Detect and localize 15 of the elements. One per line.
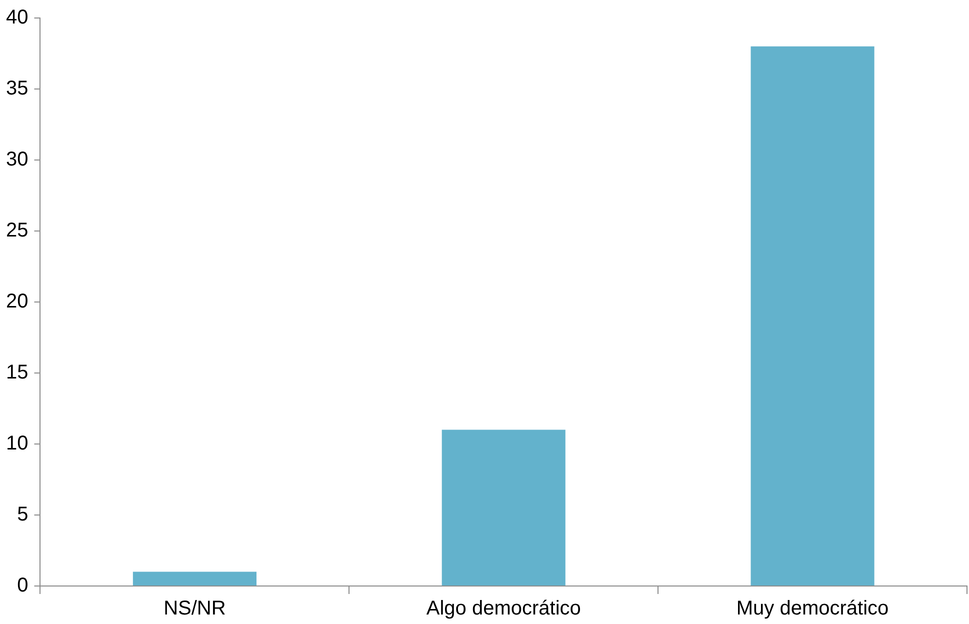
x-tick-label: Muy democrático [736, 598, 889, 620]
bar [750, 46, 874, 586]
y-tick-label: 10 [6, 432, 28, 455]
x-tick-label: Algo democrático [426, 598, 581, 620]
y-tick-label: 20 [6, 290, 28, 313]
bar [132, 572, 256, 586]
y-tick-label: 0 [17, 574, 28, 597]
y-tick-label: 30 [6, 148, 28, 171]
y-tick-label: 15 [6, 362, 28, 384]
y-tick-label: 25 [6, 220, 28, 242]
bar [442, 430, 566, 586]
x-tick-label: NS/NR [164, 598, 226, 620]
y-tick-label: 5 [17, 504, 28, 526]
y-tick-label: 40 [6, 6, 28, 29]
y-tick-label: 35 [6, 78, 28, 100]
